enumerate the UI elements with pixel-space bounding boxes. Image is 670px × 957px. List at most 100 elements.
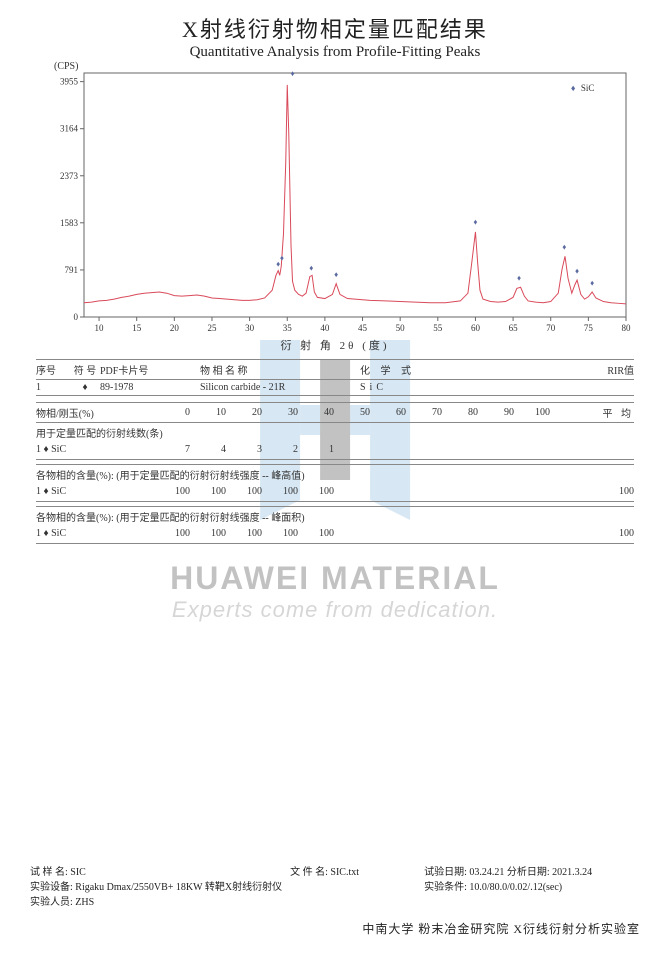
svg-text:♦: ♦ [290, 69, 294, 78]
svg-text:♦: ♦ [473, 218, 477, 227]
s3-values: 100100100100100 [154, 528, 594, 539]
svg-text:2373: 2373 [60, 171, 79, 181]
watermark-subtitle: Experts come from dedication. [170, 597, 500, 623]
chart-svg: 0791158323733164395510152025303540455055… [36, 65, 634, 335]
value-cell: 10 [190, 407, 226, 418]
s2-last: 100 [594, 486, 634, 497]
value-cell: 4 [190, 444, 226, 455]
value-cell: 100 [226, 528, 262, 539]
xrd-chart: (CPS) 0791158323733164395510152025303540… [36, 65, 634, 353]
phase-data-row: 1 ♦ 89-1978 Silicon carbide - 21R SiC [36, 379, 634, 396]
value-cell: 100 [154, 486, 190, 497]
x-axis-label: 衍 射 角 2θ (度) [36, 337, 634, 353]
section3-row: 1 ♦ SiC 100100100100100 100 [36, 526, 634, 544]
equipment: 实验设备: Rigaku Dmax/2550VB+ 18KW 转靶X射线衍射仪 [30, 880, 282, 895]
section3-head: 各物相的含量(%): (用于定量匹配的衍射衍射线强度 -- 峰面积) [36, 506, 634, 526]
tables-area: 序号 符 号 PDF卡片号 物 相 名 称 化 学 式 RIR值 1 ♦ 89-… [36, 359, 634, 544]
value-cell: 100 [298, 486, 334, 497]
s1-values: 74321 [154, 444, 594, 455]
conditions: 实验条件: 10.0/80.0/0.02/.12(sec) [424, 880, 640, 895]
footer-right: 试验日期: 03.24.21 分析日期: 2021.3.24 实验条件: 10.… [424, 865, 640, 910]
cell-name: Silicon carbide - 21R [190, 382, 330, 393]
value-cell: 90 [478, 407, 514, 418]
section2-row: 1 ♦ SiC 100100100100100 100 [36, 484, 634, 502]
svg-text:♦: ♦ [571, 83, 576, 93]
section1-head: 用于定量匹配的衍射线数(条) [36, 422, 634, 442]
value-cell: 30 [262, 407, 298, 418]
value-cell: 60 [370, 407, 406, 418]
svg-text:♦: ♦ [590, 278, 594, 287]
s2-values: 100100100100100 [154, 486, 594, 497]
cell-sym: ♦ [70, 382, 100, 393]
footer-left: 试 样 名: SIC 实验设备: Rigaku Dmax/2550VB+ 18K… [30, 865, 282, 910]
svg-text:60: 60 [471, 323, 481, 333]
col-name: 物 相 名 称 [190, 362, 330, 377]
value-cell: 20 [226, 407, 262, 418]
scale-label: 物相/刚玉(%) [36, 405, 154, 420]
svg-text:SiC: SiC [581, 83, 595, 93]
title-english: Quantitative Analysis from Profile-Fitti… [30, 44, 640, 61]
svg-text:65: 65 [509, 323, 519, 333]
title-chinese: X射线衍射物相定量匹配结果 [30, 12, 640, 44]
svg-text:♦: ♦ [575, 267, 579, 276]
svg-text:3955: 3955 [60, 77, 79, 87]
col-chem: 化 学 式 [330, 362, 440, 377]
footer: 试 样 名: SIC 实验设备: Rigaku Dmax/2550VB+ 18K… [30, 865, 640, 937]
svg-text:55: 55 [433, 323, 443, 333]
section2-head: 各物相的含量(%): (用于定量匹配的衍射衍射线强度 -- 峰高值) [36, 464, 634, 484]
s1-lead: 1 ♦ SiC [36, 444, 154, 455]
svg-text:30: 30 [245, 323, 255, 333]
svg-text:791: 791 [65, 265, 79, 275]
col-seq: 序号 [36, 362, 70, 377]
col-pdf: PDF卡片号 [100, 362, 190, 377]
lab-name: 中南大学 粉末冶金研究院 X衍线衍射分析实验室 [30, 920, 640, 937]
value-cell: 2 [262, 444, 298, 455]
svg-text:♦: ♦ [562, 243, 566, 252]
value-cell: 0 [154, 407, 190, 418]
svg-text:70: 70 [546, 323, 556, 333]
value-cell: 80 [442, 407, 478, 418]
value-cell: 3 [226, 444, 262, 455]
scale-row: 物相/刚玉(%) 0102030405060708090100 平 均 [36, 402, 634, 422]
section1-row: 1 ♦ SiC 74321 [36, 442, 634, 460]
footer-mid: 文 件 名: SIC.txt [290, 865, 416, 910]
dates: 试验日期: 03.24.21 分析日期: 2021.3.24 [424, 865, 640, 880]
phase-header-row: 序号 符 号 PDF卡片号 物 相 名 称 化 学 式 RIR值 [36, 359, 634, 379]
svg-text:0: 0 [74, 312, 79, 322]
file-name: 文 件 名: SIC.txt [290, 865, 416, 880]
cell-seq: 1 [36, 382, 70, 393]
svg-text:25: 25 [207, 323, 217, 333]
cell-chem: SiC [330, 382, 440, 393]
sample-name: 试 样 名: SIC [30, 865, 282, 880]
value-cell: 7 [154, 444, 190, 455]
y-axis-unit: (CPS) [54, 61, 78, 72]
svg-text:35: 35 [283, 323, 293, 333]
svg-text:3164: 3164 [60, 124, 79, 134]
value-cell: 100 [226, 486, 262, 497]
svg-text:♦: ♦ [280, 253, 284, 262]
scale-avg: 平 均 [594, 405, 634, 420]
operator: 实验人员: ZHS [30, 895, 282, 910]
value-cell: 1 [298, 444, 334, 455]
col-sym: 符 号 [70, 362, 100, 377]
value-cell: 100 [190, 528, 226, 539]
s3-lead: 1 ♦ SiC [36, 528, 154, 539]
s3-last: 100 [594, 528, 634, 539]
s2-lead: 1 ♦ SiC [36, 486, 154, 497]
col-rir: RIR值 [584, 362, 634, 377]
value-cell: 40 [298, 407, 334, 418]
value-cell: 100 [514, 407, 550, 418]
value-cell: 70 [406, 407, 442, 418]
value-cell: 100 [190, 486, 226, 497]
value-cell: 100 [262, 486, 298, 497]
value-cell: 100 [298, 528, 334, 539]
svg-text:♦: ♦ [309, 264, 313, 273]
svg-text:1583: 1583 [60, 218, 79, 228]
svg-text:40: 40 [320, 323, 330, 333]
value-cell: 100 [154, 528, 190, 539]
svg-text:20: 20 [170, 323, 180, 333]
svg-text:10: 10 [95, 323, 105, 333]
cell-pdf: 89-1978 [100, 382, 190, 393]
svg-text:♦: ♦ [334, 270, 338, 279]
svg-text:80: 80 [622, 323, 632, 333]
